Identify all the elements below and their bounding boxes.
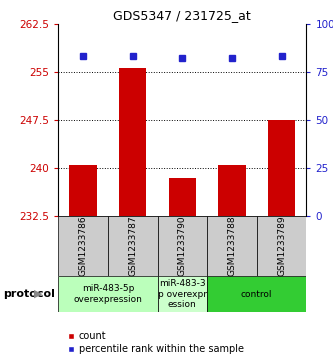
- Bar: [268, 120, 295, 216]
- Text: protocol: protocol: [3, 289, 55, 299]
- Bar: [218, 165, 245, 216]
- Bar: [207, 216, 257, 276]
- Text: ▶: ▶: [34, 289, 43, 299]
- Bar: [119, 69, 146, 216]
- Bar: [257, 216, 306, 276]
- Text: GSM1233788: GSM1233788: [227, 216, 236, 276]
- Text: miR-483-5p
overexpression: miR-483-5p overexpression: [74, 284, 142, 304]
- Bar: [58, 216, 108, 276]
- Bar: [158, 276, 207, 312]
- Bar: [158, 216, 207, 276]
- Bar: [58, 276, 158, 312]
- Bar: [70, 165, 97, 216]
- Legend: count, percentile rank within the sample: count, percentile rank within the sample: [63, 327, 247, 358]
- Text: GSM1233786: GSM1233786: [79, 216, 88, 276]
- Text: miR-483-3
p overexpr
ession: miR-483-3 p overexpr ession: [158, 279, 207, 309]
- Text: GSM1233789: GSM1233789: [277, 216, 286, 276]
- Text: GSM1233787: GSM1233787: [128, 216, 137, 276]
- Title: GDS5347 / 231725_at: GDS5347 / 231725_at: [114, 9, 251, 23]
- Text: control: control: [241, 290, 272, 298]
- Text: GSM1233790: GSM1233790: [178, 216, 187, 276]
- Bar: [108, 216, 158, 276]
- Bar: [169, 178, 196, 216]
- Bar: [207, 276, 306, 312]
